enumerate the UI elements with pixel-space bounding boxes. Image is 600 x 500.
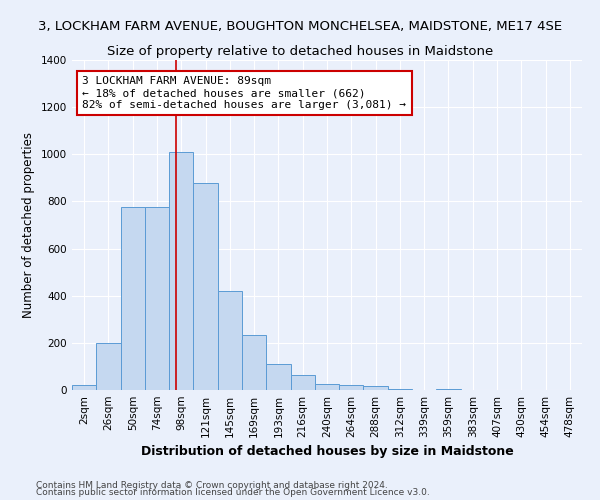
Bar <box>145 208 169 390</box>
Bar <box>96 343 121 390</box>
Text: 3 LOCKHAM FARM AVENUE: 89sqm
← 18% of detached houses are smaller (662)
82% of s: 3 LOCKHAM FARM AVENUE: 89sqm ← 18% of de… <box>82 76 406 110</box>
Text: Size of property relative to detached houses in Maidstone: Size of property relative to detached ho… <box>107 45 493 58</box>
Bar <box>169 152 193 390</box>
Text: Contains public sector information licensed under the Open Government Licence v3: Contains public sector information licen… <box>36 488 430 497</box>
Bar <box>436 389 461 390</box>
Bar <box>315 384 339 390</box>
Text: 3, LOCKHAM FARM AVENUE, BOUGHTON MONCHELSEA, MAIDSTONE, ME17 4SE: 3, LOCKHAM FARM AVENUE, BOUGHTON MONCHEL… <box>38 20 562 33</box>
Bar <box>193 182 218 390</box>
Bar <box>266 364 290 390</box>
X-axis label: Distribution of detached houses by size in Maidstone: Distribution of detached houses by size … <box>140 446 514 458</box>
Bar <box>72 386 96 390</box>
Y-axis label: Number of detached properties: Number of detached properties <box>22 132 35 318</box>
Bar <box>388 389 412 390</box>
Bar <box>242 334 266 390</box>
Bar <box>121 208 145 390</box>
Bar <box>364 386 388 390</box>
Bar <box>290 374 315 390</box>
Text: Contains HM Land Registry data © Crown copyright and database right 2024.: Contains HM Land Registry data © Crown c… <box>36 480 388 490</box>
Bar <box>339 386 364 390</box>
Bar <box>218 291 242 390</box>
